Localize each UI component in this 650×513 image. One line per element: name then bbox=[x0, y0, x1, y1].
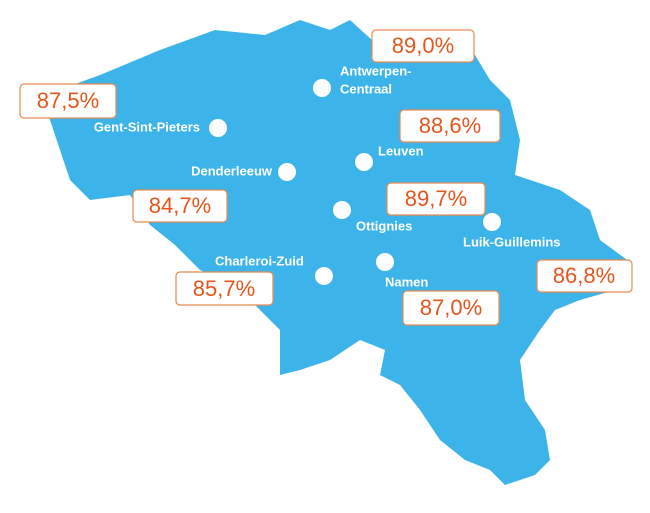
station-dot bbox=[313, 79, 331, 97]
station-dot bbox=[278, 163, 296, 181]
station-dot bbox=[333, 201, 351, 219]
percentage-box bbox=[19, 83, 117, 119]
station-dot bbox=[315, 267, 333, 285]
station-label: Gent-Sint-Pieters bbox=[94, 119, 200, 134]
station-label: Namen bbox=[385, 274, 428, 289]
station-label: Centraal bbox=[340, 81, 392, 96]
percentage-box bbox=[371, 29, 475, 63]
percentage-box bbox=[175, 271, 274, 306]
station-label: Luik-Guillemins bbox=[463, 234, 561, 249]
station-dot bbox=[376, 253, 394, 271]
percentage-box bbox=[399, 109, 501, 143]
percentage: 86,8% bbox=[553, 263, 615, 288]
station-dot bbox=[483, 213, 501, 231]
station-dot bbox=[209, 119, 227, 137]
percentage-box bbox=[536, 259, 633, 293]
percentage: 85,7% bbox=[193, 276, 255, 301]
percentage: 84,7% bbox=[149, 193, 211, 218]
station-label: Leuven bbox=[378, 143, 424, 158]
percentage-box bbox=[402, 290, 500, 326]
percentage-box bbox=[132, 189, 228, 223]
station-label: Charleroi-Zuid bbox=[215, 253, 304, 268]
belgium-shape bbox=[45, 20, 630, 485]
station-label: Antwerpen- bbox=[340, 63, 412, 78]
percentage: 89,7% bbox=[405, 186, 467, 211]
percentage: 87,0% bbox=[420, 295, 482, 320]
percentage-box bbox=[386, 182, 486, 216]
station-label: Denderleeuw bbox=[191, 163, 273, 178]
station-dot bbox=[355, 153, 373, 171]
percentage: 87,5% bbox=[37, 88, 99, 113]
percentage: 88,6% bbox=[419, 113, 481, 138]
percentage: 89,0% bbox=[392, 33, 454, 58]
station-label: Ottignies bbox=[356, 218, 412, 233]
